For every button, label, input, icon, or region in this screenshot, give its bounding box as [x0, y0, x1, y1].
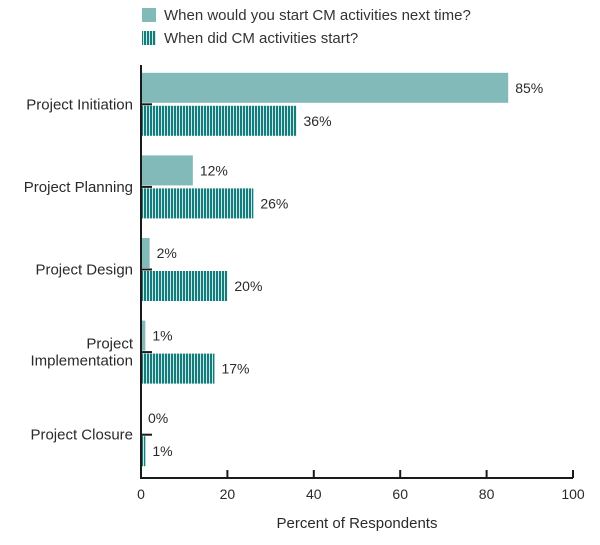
bar-series2 [141, 436, 146, 467]
category-label: Project Design [35, 262, 133, 279]
bar-series2 [141, 188, 254, 219]
bar-series2 [141, 271, 228, 301]
data-label: 85% [515, 80, 543, 96]
bar-series1 [141, 155, 193, 186]
legend-swatch-series2 [142, 31, 156, 45]
bar-series1 [141, 238, 150, 268]
x-tick-label: 60 [392, 486, 408, 502]
plot-area: Project Initiation 85% 36% Project Planning… [24, 65, 585, 502]
x-tick-label: 20 [220, 486, 236, 502]
legend-swatch-series1 [142, 8, 156, 22]
data-label: 2% [157, 245, 177, 261]
data-label: 12% [200, 162, 228, 178]
data-label: 17% [221, 361, 249, 377]
data-label: 1% [152, 443, 172, 459]
x-tick-label: 0 [137, 486, 145, 502]
bar-series2 [141, 353, 215, 384]
data-label: 26% [260, 195, 288, 211]
x-tick-label: 80 [479, 486, 495, 502]
category-label: Implementation [30, 353, 133, 370]
x-tick-label: 40 [306, 486, 322, 502]
data-label: 20% [234, 278, 262, 294]
data-label: 1% [152, 328, 172, 344]
legend-label-series1: When would you start CM activities next … [164, 7, 471, 24]
x-tick-label: 100 [561, 486, 585, 502]
category-label: Project [86, 336, 134, 353]
category-label: Project Planning [24, 179, 133, 196]
legend-label-series2: When did CM activities start? [164, 30, 358, 47]
legend: When would you start CM activities next … [142, 7, 471, 47]
data-label: 0% [148, 410, 168, 426]
category-label: Project Initiation [26, 96, 133, 113]
bar-series1 [141, 320, 146, 351]
bar-series1 [141, 72, 509, 103]
data-label: 36% [304, 113, 332, 129]
bar-series2 [141, 105, 297, 136]
x-axis-title: Percent of Respondents [277, 515, 438, 532]
category-label: Project Closure [30, 427, 133, 444]
